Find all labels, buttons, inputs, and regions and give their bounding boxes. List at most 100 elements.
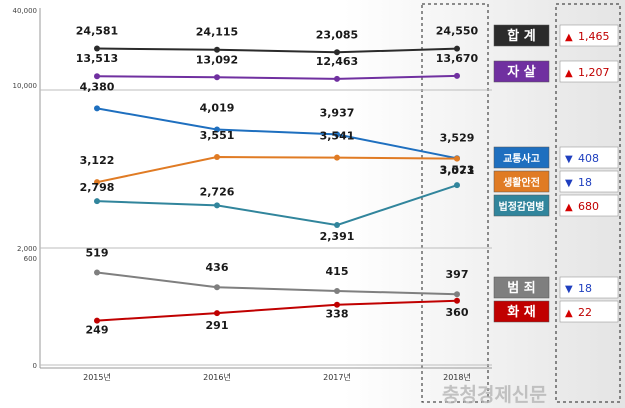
y-tick-label: 600 [24, 255, 37, 263]
legend-label: 범 죄 [507, 280, 535, 296]
down-arrow-icon: ▼ [565, 178, 573, 189]
data-label: 24,581 [76, 25, 118, 38]
down-arrow-icon: ▼ [565, 154, 573, 165]
data-label: 338 [326, 308, 349, 321]
legend-box [493, 194, 550, 217]
data-label: 3,529 [440, 131, 475, 144]
data-label: 2,798 [80, 181, 115, 194]
data-point [214, 126, 220, 133]
highlight-2018-box [421, 3, 489, 403]
legend-label: 자 살 [507, 64, 535, 80]
data-point [454, 45, 460, 52]
series-line [96, 184, 458, 227]
series-line [96, 156, 458, 184]
data-label: 3,541 [320, 130, 355, 143]
change-value: 18 [578, 282, 592, 295]
data-point [334, 287, 340, 294]
data-label: 436 [206, 261, 229, 274]
up-arrow-icon: ▲ [565, 308, 573, 319]
y-tick-label: 0 [33, 362, 37, 370]
change-value: 1,465 [578, 30, 610, 43]
change-box [559, 146, 619, 169]
data-point [94, 269, 100, 276]
change-box [559, 60, 619, 83]
data-label: 3,523 [440, 164, 475, 177]
legend-label: 교통사고 [503, 152, 540, 165]
change-box [559, 24, 619, 47]
x-tick-label: 2016년 [203, 372, 231, 382]
data-label: 12,463 [316, 55, 358, 68]
data-point [94, 317, 100, 324]
data-point [214, 46, 220, 53]
y-tick-label: 40,000 [13, 7, 38, 15]
change-box [559, 276, 619, 299]
y-tick-label: 10,000 [13, 82, 38, 90]
change-column-box [555, 3, 621, 403]
data-label: 13,513 [76, 52, 118, 65]
data-label: 291 [206, 319, 229, 332]
data-point [94, 179, 100, 186]
data-point [94, 73, 100, 80]
data-point [334, 222, 340, 229]
data-label: 2,726 [200, 185, 235, 198]
down-arrow-icon: ▼ [565, 284, 573, 295]
data-label: 360 [446, 306, 469, 319]
data-label: 3,551 [200, 129, 235, 142]
data-point [94, 45, 100, 52]
change-box [559, 300, 619, 323]
data-point [214, 202, 220, 209]
legend-box [493, 60, 550, 83]
data-point [334, 49, 340, 56]
data-label: 13,670 [436, 52, 479, 65]
data-point [454, 72, 460, 79]
legend-label: 화 재 [507, 304, 535, 320]
data-label: 397 [446, 268, 469, 281]
data-label: 2,391 [320, 230, 355, 243]
legend-box [493, 24, 550, 47]
x-tick-label: 2018년 [443, 372, 471, 382]
watermark: 충청경제신문 [442, 384, 547, 406]
data-label: 415 [326, 265, 349, 278]
legend-label: 생활안전 [503, 176, 540, 189]
series-line [96, 74, 458, 80]
x-tick-label: 2017년 [323, 372, 351, 382]
data-point [334, 131, 340, 138]
data-point [214, 74, 220, 81]
up-arrow-icon: ▲ [565, 202, 573, 213]
data-label: 24,550 [436, 25, 479, 38]
legend-box [493, 170, 550, 193]
legend-box [493, 276, 550, 299]
change-value: 18 [578, 176, 592, 189]
data-point [94, 198, 100, 205]
change-box [559, 170, 619, 193]
data-label: 24,115 [196, 26, 238, 39]
data-point [334, 301, 340, 308]
data-point [94, 105, 100, 112]
data-point [454, 297, 460, 304]
data-label: 3,122 [80, 154, 115, 167]
data-label: 4,380 [80, 80, 115, 93]
data-label: 3,071 [440, 164, 475, 177]
data-point [214, 310, 220, 317]
data-point [214, 154, 220, 161]
series-line [96, 299, 458, 322]
data-label: 249 [86, 324, 109, 337]
data-label: 4,019 [200, 102, 235, 115]
legend-label: 법정감염병 [499, 200, 545, 213]
legend-box [493, 300, 550, 323]
legend-box [493, 146, 550, 169]
series-line [96, 47, 458, 54]
up-arrow-icon: ▲ [565, 32, 573, 43]
series-line [96, 107, 458, 160]
y-tick-label: 2,000 [17, 245, 37, 253]
data-point [454, 155, 460, 162]
data-label: 3,937 [320, 106, 355, 119]
data-label: 23,085 [316, 28, 358, 41]
data-point [454, 182, 460, 189]
x-tick-label: 2015년 [83, 372, 111, 382]
change-value: 22 [578, 306, 592, 319]
change-value: 680 [578, 200, 599, 213]
change-box [559, 194, 619, 217]
data-point [454, 291, 460, 298]
